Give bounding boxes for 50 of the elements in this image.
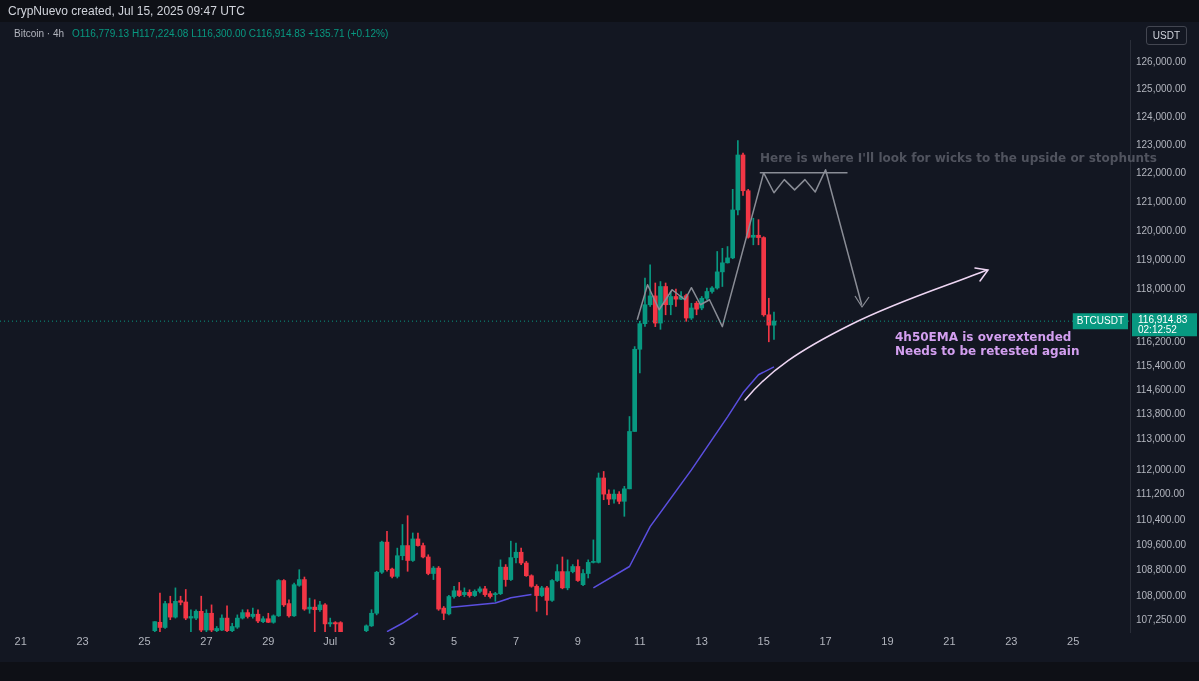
candlestick	[327, 617, 333, 627]
x-tick-label: 3	[389, 634, 396, 647]
y-tick-label: 114,600.00	[1136, 384, 1186, 396]
y-tick-label: 107,250.00	[1136, 613, 1187, 625]
candlestick	[312, 599, 318, 632]
y-tick-label: 119,000.00	[1136, 253, 1186, 265]
x-tick-label: 11	[634, 634, 646, 647]
y-axis-title: USDT	[1145, 26, 1187, 45]
y-tick-label: 113,800.00	[1136, 408, 1186, 420]
y-tick-label: 112,000.00	[1136, 463, 1186, 475]
annotation: Here is where I'll look for wicks to the upside or stophunts	[760, 151, 1157, 165]
y-tick-label: 109,600.00	[1136, 538, 1187, 550]
text: CrypNuevo created, Jul 15, 2025 09:47 UTC	[8, 4, 245, 18]
text: 02:12:52	[1138, 323, 1178, 335]
y-tick-label: 125,000.00	[1136, 83, 1187, 95]
x-tick-label: 15	[757, 634, 770, 647]
y-tick-label: 121,000.00	[1136, 195, 1187, 207]
x-tick-label: 23	[76, 634, 89, 647]
y-tick-label: 118,000.00	[1136, 282, 1186, 294]
x-tick-label: 25	[138, 634, 151, 647]
x-tick-label: 9	[574, 634, 581, 647]
annotation: 4h50EMA is overextended Needs to be retested again	[895, 330, 1080, 358]
x-tick-label: 25	[1067, 634, 1080, 647]
y-tick-label: 115,400.00	[1136, 360, 1186, 372]
x-tick-label: 27	[200, 634, 213, 647]
x-tick-label: 21	[14, 634, 27, 647]
x-tick-label: 23	[1005, 634, 1018, 647]
y-tick-label: 122,000.00	[1136, 167, 1187, 179]
x-tick-label: 13	[695, 634, 708, 647]
y-tick-label: 110,400.00	[1136, 513, 1186, 525]
x-tick-label: 29	[262, 634, 275, 647]
y-tick-label: 120,000.00	[1136, 224, 1187, 236]
y-tick-label: 108,800.00	[1136, 564, 1187, 576]
y-tick-label: 108,000.00	[1136, 589, 1187, 601]
y-tick-label: 123,000.00	[1136, 139, 1187, 151]
x-tick-label: 7	[512, 634, 520, 647]
y-tick-label: 116,200.00	[1136, 336, 1186, 348]
chart-title: Bitcoin · 4h	[14, 28, 65, 39]
x-tick-label: 19	[881, 634, 894, 647]
ref-line-label: BTCUSDT	[1076, 314, 1125, 326]
x-tick-label: 5	[451, 634, 458, 647]
text: 116,914.83	[1138, 313, 1188, 325]
y-tick-label: 126,000.00	[1136, 55, 1187, 67]
chart-subtitle: O116,779.13 H117,224.08 L116,300.00 C116,914.83 +135.71 (+0.12%)	[72, 28, 389, 39]
x-tick-label: 17	[819, 634, 832, 647]
x-tick-label: Jul	[323, 634, 338, 647]
x-tick-label: 21	[943, 634, 956, 647]
y-tick-label: 113,000.00	[1136, 432, 1186, 444]
y-tick-label: 111,200.00	[1136, 488, 1185, 500]
y-tick-label: 124,000.00	[1136, 111, 1187, 123]
